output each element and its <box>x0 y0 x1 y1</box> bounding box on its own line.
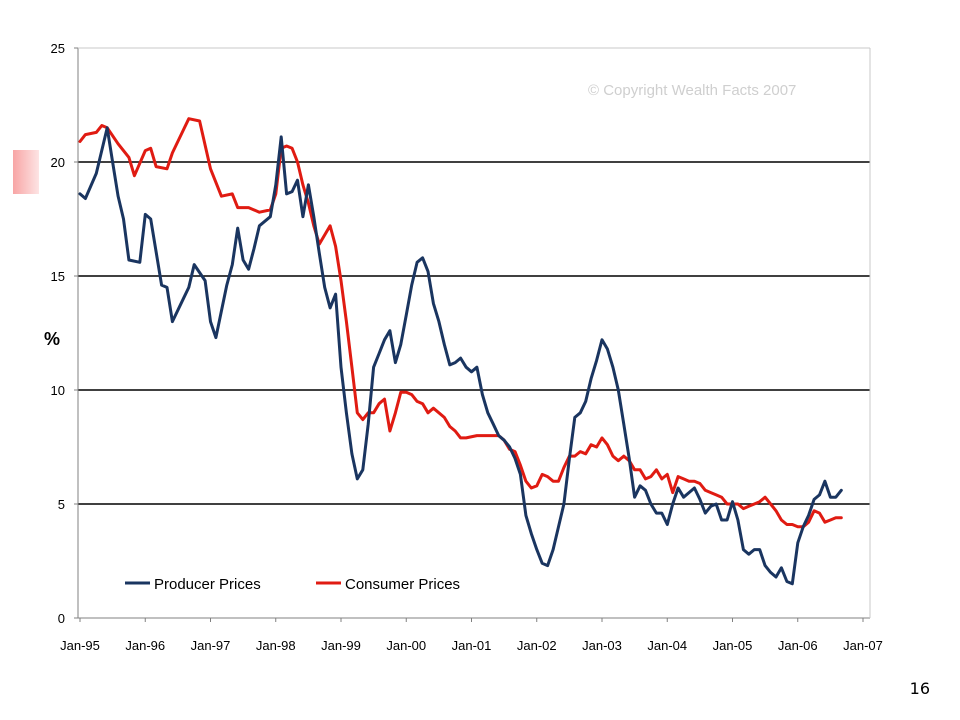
y-tick-label-25: 25 <box>51 41 65 56</box>
x-tick-label-jan-00: Jan-00 <box>386 638 426 653</box>
page-number: 16 <box>909 679 930 698</box>
legend-label-producer-prices: Producer Prices <box>154 576 261 593</box>
x-tick-label-jan-01: Jan-01 <box>452 638 492 653</box>
x-tick-label-jan-99: Jan-99 <box>321 638 361 653</box>
y-tick-label-20: 20 <box>51 155 65 170</box>
x-tick-label-jan-07: Jan-07 <box>843 638 883 653</box>
legend-label-consumer-prices: Consumer Prices <box>345 576 460 593</box>
x-tick-label-jan-95: Jan-95 <box>60 638 100 653</box>
x-tick-label-jan-96: Jan-96 <box>125 638 165 653</box>
y-axis-tick-labels: 0 5 10 15 20 25 <box>51 41 78 626</box>
plot-area <box>78 48 870 618</box>
slide-accent-bar <box>13 150 39 194</box>
x-tick-label-jan-05: Jan-05 <box>713 638 753 653</box>
x-tick-label-jan-04: Jan-04 <box>647 638 687 653</box>
x-axis-tick-labels: Jan-95 Jan-96 Jan-97 Jan-98 Jan-99 Jan-00 Jan-… <box>60 618 883 653</box>
x-tick-label-jan-03: Jan-03 <box>582 638 622 653</box>
y-tick-label-5: 5 <box>58 497 65 512</box>
y-tick-label-0: 0 <box>58 611 65 626</box>
y-tick-label-15: 15 <box>51 269 65 284</box>
y-tick-label-10: 10 <box>51 383 65 398</box>
watermark: © Copyright Wealth Facts 2007 <box>588 82 796 99</box>
series-line-producer-prices <box>78 126 843 586</box>
x-tick-label-jan-97: Jan-97 <box>191 638 231 653</box>
series-layer <box>78 117 843 586</box>
x-tick-label-jan-06: Jan-06 <box>778 638 818 653</box>
legend: Producer Prices Consumer Prices <box>125 576 460 593</box>
y-axis-label: % <box>44 329 60 349</box>
x-tick-label-jan-02: Jan-02 <box>517 638 557 653</box>
x-tick-label-jan-98: Jan-98 <box>256 638 296 653</box>
